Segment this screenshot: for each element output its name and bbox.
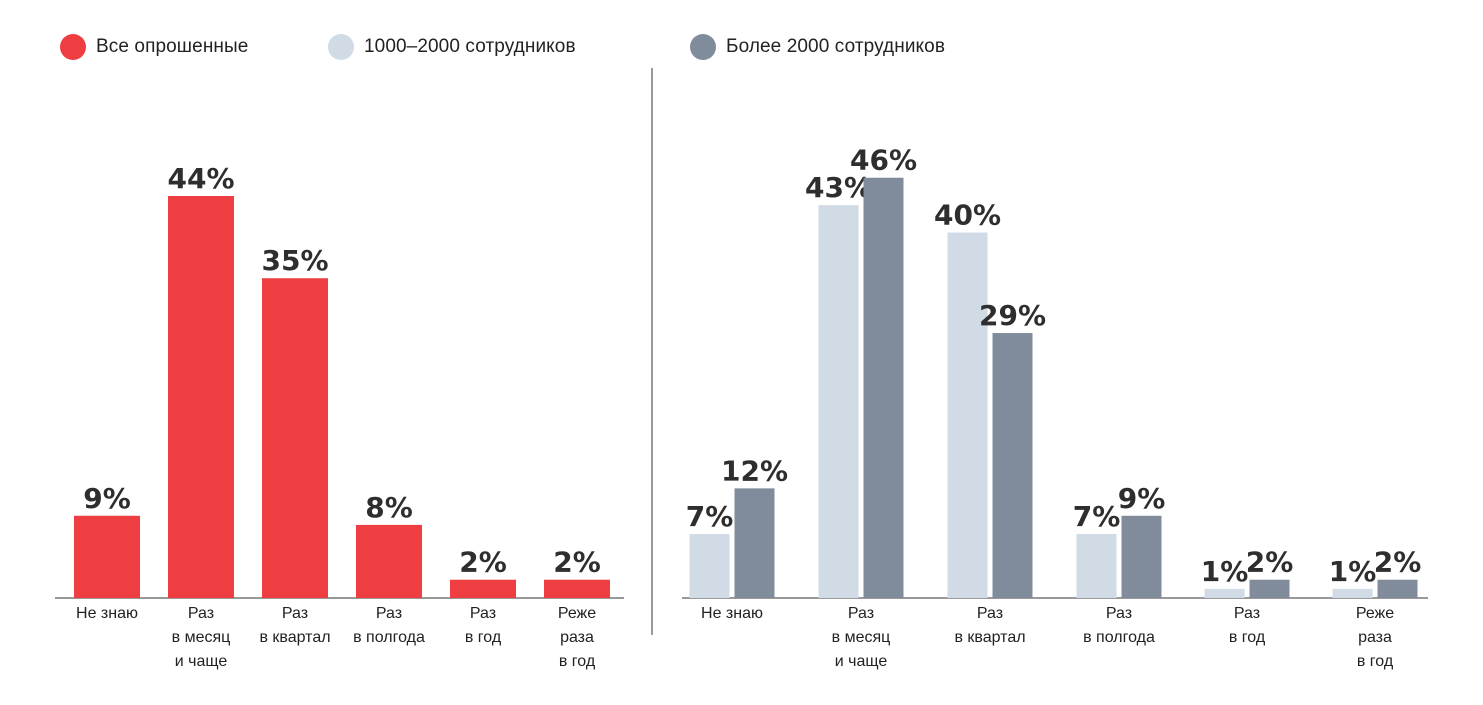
legend-label: Все опрошенные (96, 36, 249, 57)
bar (1332, 588, 1373, 598)
data-label: 12% (721, 454, 788, 487)
data-label: 1% (1201, 555, 1249, 588)
legend-item-2000-plus: Более 2000 сотрудников (690, 34, 945, 60)
data-label: 2% (1246, 546, 1294, 579)
bar (168, 196, 234, 598)
data-label: 8% (365, 491, 413, 524)
x-tick-label: в месяц (172, 629, 231, 646)
data-label: 9% (1118, 482, 1166, 515)
x-tick-label: в полгода (353, 629, 425, 646)
bar (992, 333, 1033, 598)
x-tick-label: в год (559, 653, 596, 670)
data-label: 40% (934, 199, 1001, 232)
x-tick-label: Раз (848, 605, 874, 622)
x-tick-label: в год (1229, 629, 1266, 646)
bar (1076, 534, 1117, 598)
bar (1377, 579, 1418, 598)
x-tick-label: Раз (977, 605, 1003, 622)
x-tick-label: Реже (1356, 605, 1394, 622)
x-tick-label: в год (465, 629, 502, 646)
data-label: 43% (805, 171, 872, 204)
bar (74, 515, 140, 598)
x-tick-label: в месяц (832, 629, 891, 646)
x-tick-label: Не знаю (701, 605, 763, 622)
x-tick-label: Реже (558, 605, 596, 622)
legend: Все опрошенные 1000–2000 сотрудников Бол… (0, 0, 1483, 95)
bar (689, 534, 730, 598)
data-label: 2% (1374, 546, 1422, 579)
legend-item-1000-2000: 1000–2000 сотрудников (328, 34, 576, 60)
x-tick-label: Раз (1234, 605, 1260, 622)
data-label: 44% (167, 162, 234, 195)
x-tick-label: и чаще (175, 653, 228, 670)
x-tick-label: Раз (188, 605, 214, 622)
legend-label: 1000–2000 сотрудников (364, 36, 576, 57)
x-tick-label: раза (1358, 629, 1392, 646)
data-label: 2% (459, 546, 507, 579)
x-tick-label: в год (1357, 653, 1394, 670)
bar (356, 524, 422, 598)
x-tick-label: в квартал (259, 629, 330, 646)
data-label: 1% (1329, 555, 1377, 588)
bar (450, 579, 516, 598)
x-tick-label: Раз (1106, 605, 1132, 622)
x-tick-label: в полгода (1083, 629, 1155, 646)
x-tick-label: раза (560, 629, 594, 646)
x-tick-label: Раз (470, 605, 496, 622)
data-label: 9% (83, 482, 131, 515)
bar (947, 232, 988, 598)
bar (544, 579, 610, 598)
x-tick-label: в квартал (954, 629, 1025, 646)
data-label: 46% (850, 144, 917, 177)
x-tick-label: и чаще (835, 653, 888, 670)
data-label: 7% (1073, 500, 1121, 533)
bar (863, 177, 904, 598)
legend-item-all: Все опрошенные (60, 34, 248, 60)
bar (1121, 515, 1162, 598)
legend-swatch (60, 34, 86, 60)
legend-swatch (690, 34, 716, 60)
legend-label: Более 2000 сотрудников (726, 36, 946, 57)
data-label: 7% (686, 500, 734, 533)
bar (818, 205, 859, 599)
data-label: 2% (553, 546, 601, 579)
data-label: 29% (979, 299, 1046, 332)
x-tick-label: Не знаю (76, 605, 138, 622)
bar (1249, 579, 1290, 598)
x-tick-label: Раз (282, 605, 308, 622)
bar (262, 278, 328, 598)
x-tick-label: Раз (376, 605, 402, 622)
bar (734, 488, 775, 598)
bar (1204, 588, 1245, 598)
data-label: 35% (261, 244, 328, 277)
legend-swatch (328, 34, 354, 60)
